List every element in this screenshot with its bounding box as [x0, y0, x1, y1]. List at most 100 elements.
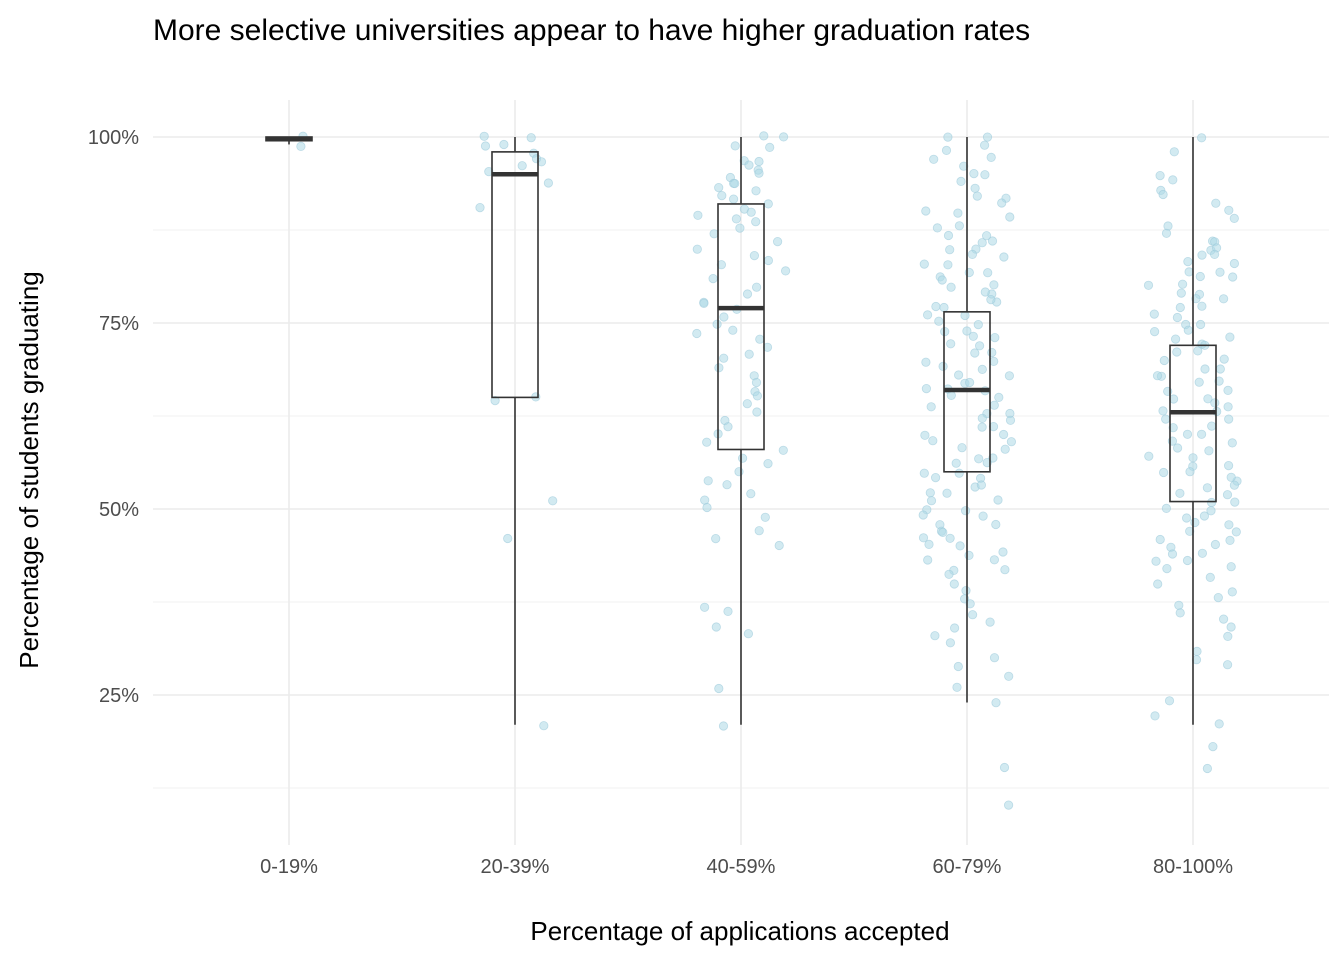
data-point [543, 178, 554, 188]
data-point [1185, 467, 1195, 477]
data-point [763, 199, 773, 209]
data-point [1203, 394, 1213, 404]
data-point [1185, 526, 1195, 536]
data-point [1150, 326, 1160, 337]
data-point [484, 167, 494, 177]
data-point [1176, 288, 1186, 298]
data-point [1175, 488, 1185, 498]
data-point [974, 454, 984, 464]
data-point [964, 550, 974, 561]
data-point [699, 298, 709, 308]
data-point [930, 472, 941, 483]
data-point [1193, 346, 1203, 356]
data-point [929, 154, 939, 164]
data-point [1231, 527, 1241, 537]
data-point [517, 161, 527, 171]
data-point [1003, 800, 1014, 810]
data-point [1204, 446, 1214, 456]
data-point [1161, 414, 1171, 424]
data-point [1164, 696, 1175, 706]
data-point [1197, 548, 1208, 558]
data-point [983, 268, 993, 278]
data-point [998, 429, 1009, 440]
data-point [931, 301, 941, 312]
data-point [928, 436, 938, 446]
data-point [977, 364, 987, 374]
data-point [499, 139, 509, 150]
data-point [1229, 258, 1240, 269]
data-point [981, 231, 992, 241]
data-point [942, 488, 952, 498]
data-point [964, 377, 975, 388]
data-point [1172, 347, 1182, 357]
data-point [953, 370, 964, 380]
data-point [919, 468, 929, 478]
data-point [985, 617, 995, 627]
y-tick-label: 50% [99, 499, 139, 521]
data-point [1182, 513, 1192, 523]
data-point [1219, 294, 1229, 304]
data-point [1215, 364, 1225, 374]
data-point [1168, 175, 1178, 185]
y-tick-label: 100% [88, 127, 139, 149]
data-point [760, 512, 770, 522]
data-point [1168, 423, 1178, 433]
data-point [918, 533, 929, 543]
data-point [1152, 371, 1163, 381]
data-point [1226, 472, 1236, 482]
data-point [743, 629, 754, 639]
data-point [1183, 256, 1193, 267]
data-point [1211, 198, 1221, 208]
data-point [990, 332, 1000, 343]
data-point [1169, 147, 1179, 157]
data-point [1182, 429, 1193, 439]
boxplots [265, 136, 1217, 725]
x-tick-label: 0-19% [260, 856, 318, 878]
data-point [742, 289, 753, 299]
data-point [699, 602, 710, 612]
data-point [754, 156, 764, 167]
data-point [774, 540, 784, 551]
box-iqr [491, 151, 539, 399]
data-point [723, 422, 733, 432]
data-point [968, 331, 978, 341]
data-point [1197, 429, 1207, 439]
data-point [1159, 467, 1169, 478]
data-point [1151, 556, 1161, 566]
data-point [719, 353, 729, 363]
data-point [731, 214, 742, 224]
data-point [1229, 213, 1239, 223]
data-point [1223, 631, 1233, 642]
data-point [1161, 503, 1172, 513]
data-point [989, 555, 1000, 565]
data-point [962, 326, 972, 336]
data-point [1226, 562, 1236, 572]
data-point [749, 251, 760, 261]
data-point [763, 255, 774, 266]
data-point [1192, 646, 1202, 657]
data-point [1184, 267, 1194, 277]
data-point [1226, 622, 1236, 632]
data-point [967, 610, 978, 620]
data-point [703, 476, 713, 486]
data-point [944, 569, 954, 579]
data-point [1178, 279, 1188, 289]
jitter-points [296, 131, 1242, 810]
data-point [746, 489, 756, 499]
data-point [980, 287, 990, 297]
data-point [1004, 671, 1014, 681]
data-point [1153, 579, 1163, 589]
data-point [711, 533, 721, 544]
data-point [1000, 565, 1010, 575]
data-point [763, 458, 773, 469]
data-point [949, 623, 960, 633]
data-point [296, 141, 306, 151]
data-point [1223, 385, 1233, 395]
data-point [943, 230, 954, 241]
data-point [719, 312, 729, 322]
data-point [1162, 563, 1172, 574]
x-axis-ticks: 0-19% 20-39% 40-59% 60-79% 80-100% [260, 856, 1233, 878]
data-point [960, 506, 971, 516]
